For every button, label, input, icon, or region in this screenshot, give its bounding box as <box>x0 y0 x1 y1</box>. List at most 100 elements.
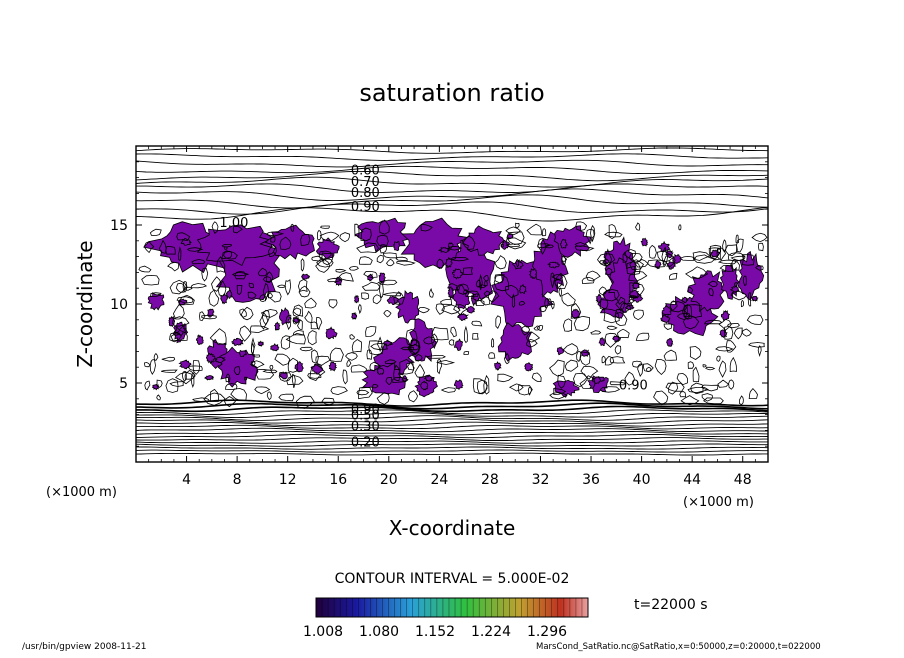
contour-loop <box>617 328 630 339</box>
contour-loop <box>315 355 331 366</box>
contour-loop <box>276 284 287 289</box>
footer-left: /usr/bin/gpview 2008-11-21 <box>22 642 147 652</box>
contour-loop <box>141 274 160 286</box>
contour-loop <box>440 387 456 393</box>
contour-loop <box>580 365 599 380</box>
contour-line-upper <box>136 201 768 215</box>
contour-loop <box>741 328 752 337</box>
contour-loop <box>564 359 579 372</box>
contour-loop <box>266 291 282 303</box>
saturated-region <box>219 293 229 305</box>
contour-loop <box>693 254 716 264</box>
contour-loop <box>150 292 162 297</box>
contour-loop <box>210 388 220 402</box>
saturated-region <box>393 241 401 252</box>
contour-loop <box>161 356 176 362</box>
contour-loop <box>265 271 274 283</box>
x-tick-label: 16 <box>329 472 347 488</box>
saturated-region <box>257 340 264 347</box>
contour-loop <box>709 244 722 260</box>
contour-loop <box>494 274 505 284</box>
contour-line-lower <box>136 424 768 430</box>
x-tick-label: 32 <box>532 472 550 488</box>
contour-loop <box>668 272 678 280</box>
contour-loop <box>369 361 381 371</box>
saturated-region <box>269 343 280 352</box>
contour-loop <box>497 373 514 383</box>
contour-loop <box>267 245 277 258</box>
contour-loop <box>629 259 645 270</box>
contour-loop <box>741 254 755 266</box>
contour-line-lower <box>136 421 768 427</box>
contour-loop <box>315 316 323 331</box>
contour-loop <box>718 360 727 378</box>
contour-line-lower <box>136 446 768 450</box>
contour-loop <box>307 373 322 379</box>
contour-loop <box>477 379 488 395</box>
contour-loop <box>170 329 188 342</box>
contour-label: 0.30 <box>351 420 380 435</box>
contour-loop <box>350 364 368 373</box>
y-axis-label: Z-coordinate <box>73 240 97 367</box>
contour-loop <box>602 289 620 302</box>
saturated-region <box>351 312 358 320</box>
contour-loop <box>505 243 520 247</box>
contour-loop <box>201 314 217 320</box>
contour-line-lower <box>136 409 768 415</box>
saturated-region <box>447 242 454 249</box>
contour-loop <box>730 258 740 271</box>
contour-loop <box>700 384 719 392</box>
contour-loop <box>376 336 383 353</box>
contour-loop <box>278 393 295 402</box>
contour-loop <box>435 359 456 365</box>
contour-loop <box>441 304 461 315</box>
contour-loop <box>475 299 485 306</box>
contour-loop <box>702 364 707 368</box>
contour-loop <box>562 318 573 332</box>
saturated-region <box>196 224 278 267</box>
contour-loop <box>635 222 641 231</box>
saturated-region <box>196 334 204 346</box>
contour-loop <box>687 286 694 294</box>
contour-loop <box>183 286 193 291</box>
contour-loop <box>428 288 434 298</box>
colorbar-tick-label: 1.296 <box>527 624 567 640</box>
contour-loop <box>463 289 468 295</box>
saturated-region <box>395 290 420 324</box>
x-axis-label: X-coordinate <box>389 516 516 540</box>
colorbar-ticks: 1.008 1.080 1.152 1.224 1.296 <box>303 624 567 640</box>
contour-loop <box>554 272 568 289</box>
contour-loop <box>687 387 710 394</box>
contour-loop <box>209 328 227 345</box>
contour-loop <box>576 350 582 363</box>
contour-loop <box>169 381 184 387</box>
contour-loop <box>304 310 313 323</box>
contour-loop <box>679 391 687 398</box>
contour-line-upper <box>136 194 768 209</box>
contour-label: 0.20 <box>351 435 380 450</box>
contour-loop <box>751 232 768 243</box>
contour-loop <box>704 319 723 325</box>
contour-loop <box>456 283 469 295</box>
contour-loop <box>270 235 276 243</box>
contour-loop <box>356 389 370 396</box>
contour-loop <box>300 234 311 246</box>
contour-loop <box>161 369 178 373</box>
contour-loop <box>590 330 602 335</box>
saturated-region <box>213 356 226 364</box>
contour-loop <box>392 376 409 384</box>
contour-loop <box>609 356 626 364</box>
contour-loop <box>231 271 249 277</box>
contour-loop <box>339 232 351 243</box>
x-tick-label: 24 <box>430 472 448 488</box>
saturated-region <box>278 307 292 326</box>
colorbar-tick-label: 1.080 <box>359 624 399 640</box>
contour-loop <box>585 270 601 282</box>
contour-loop <box>447 245 463 251</box>
contour-loop <box>156 394 161 401</box>
contour-line-upper <box>136 147 768 154</box>
contour-loop <box>748 342 765 348</box>
contour-loop <box>254 386 271 395</box>
contour-loop <box>757 242 764 252</box>
contour-loop <box>722 239 727 253</box>
